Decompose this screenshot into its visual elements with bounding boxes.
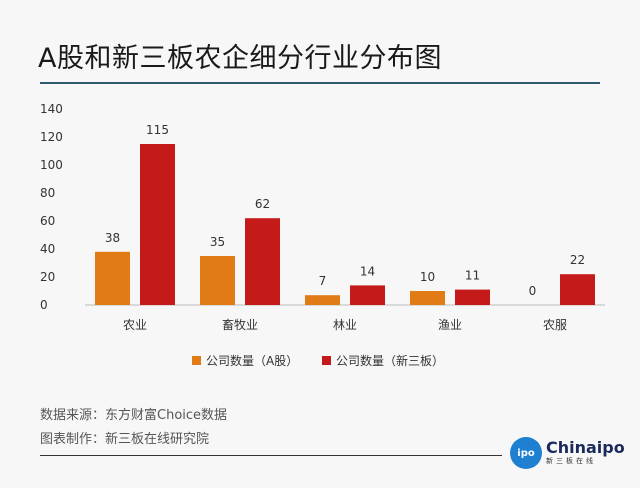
bar-neeq — [350, 285, 385, 305]
y-tick-label: 100 — [40, 158, 63, 172]
title-divider — [40, 82, 600, 84]
y-tick-label: 120 — [40, 130, 63, 144]
x-tick-label: 畜牧业 — [222, 317, 258, 332]
x-tick-label: 农业 — [123, 318, 147, 332]
chinaipo-logo: ipo Chinaipo 新三板在线 — [510, 437, 625, 469]
bar-neeq — [455, 289, 490, 305]
y-tick-label: 140 — [40, 102, 63, 116]
data-label: 38 — [105, 231, 120, 245]
data-label: 62 — [255, 197, 270, 211]
x-tick-label: 渔业 — [438, 318, 462, 332]
bar-a-share — [410, 291, 445, 305]
data-label: 115 — [146, 123, 169, 137]
data-label: 14 — [360, 264, 375, 278]
y-tick-label: 40 — [40, 242, 55, 256]
chart-maker: 图表制作：新三板在线研究院 — [40, 432, 210, 447]
chart-title: A股和新三板农企细分行业分布图 — [38, 43, 442, 74]
logo-main-text: Chinaipo — [546, 438, 625, 457]
legend-swatch-neeq — [322, 356, 331, 365]
legend-item-neeq: 公司数量（新三板） — [322, 352, 444, 369]
logo-badge: ipo — [510, 437, 542, 469]
data-label: 7 — [319, 274, 327, 288]
x-tick-label: 林业 — [333, 318, 357, 332]
bar-a-share — [305, 295, 340, 305]
bar-a-share — [95, 251, 130, 305]
logo-sub-text: 新三板在线 — [546, 457, 596, 465]
data-source: 数据来源：东方财富Choice数据 — [40, 408, 228, 423]
legend-label-neeq: 公司数量（新三板） — [336, 354, 445, 368]
x-tick-label: 农服 — [543, 318, 567, 332]
y-tick-label: 20 — [40, 270, 55, 284]
footer-divider — [40, 455, 502, 456]
bar-neeq — [560, 274, 595, 305]
bar-neeq — [245, 218, 280, 305]
y-tick-label: 80 — [40, 186, 55, 200]
y-tick-label: 0 — [40, 298, 48, 312]
data-label: 22 — [570, 253, 585, 267]
legend-swatch-a-share — [192, 356, 201, 365]
data-label: 11 — [465, 269, 480, 283]
bar-a-share — [200, 256, 235, 305]
data-label: 0 — [529, 284, 537, 298]
legend-item-a-share: 公司数量（A股） — [192, 352, 298, 369]
legend-label-a-share: 公司数量（A股） — [206, 354, 299, 368]
y-tick-label: 60 — [40, 214, 55, 228]
data-label: 35 — [210, 235, 225, 249]
bar-neeq — [140, 144, 175, 305]
data-label: 10 — [420, 270, 435, 284]
